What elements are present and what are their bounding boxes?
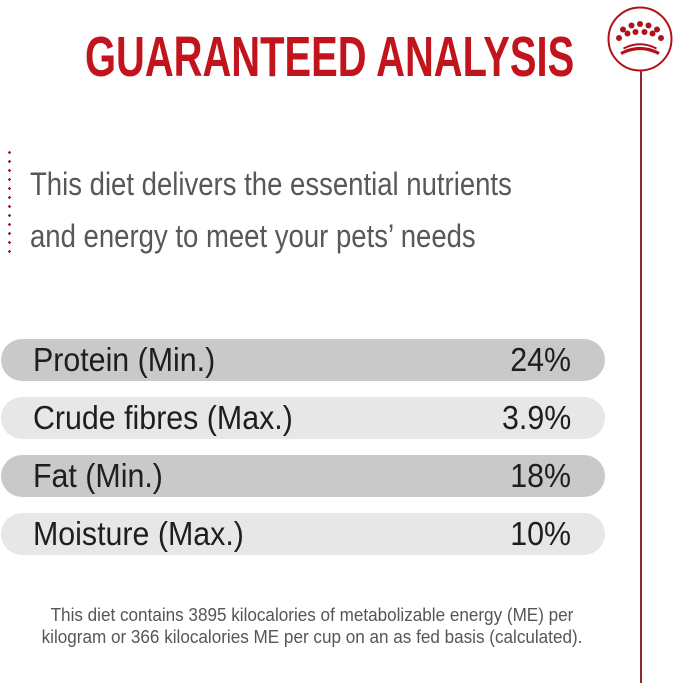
- footnote-line-1: This diet contains 3895 kilocalories of …: [50, 605, 574, 625]
- intro-text: This diet delivers the essential nutrien…: [30, 158, 512, 262]
- analysis-row-label: Crude fibres (Max.): [33, 399, 293, 436]
- page-title: GUARANTEED ANALYSIS: [85, 25, 575, 89]
- analysis-row: Moisture (Max.) 10%: [1, 513, 605, 555]
- footnote-line-2: kilogram or 366 kilocalories ME per cup …: [41, 627, 583, 647]
- analysis-table: Protein (Min.) 24% Crude fibres (Max.) 3…: [1, 339, 605, 571]
- intro-line-2: and energy to meet your pets’ needs: [30, 218, 476, 254]
- analysis-row-value: 10%: [510, 515, 571, 552]
- analysis-row: Protein (Min.) 24%: [1, 339, 605, 381]
- royal-canin-crown-icon: [607, 6, 673, 72]
- intro-line-1: This diet delivers the essential nutrien…: [30, 166, 512, 202]
- footnote: This diet contains 3895 kilocalories of …: [16, 604, 609, 648]
- brand-vertical-rule: [640, 71, 642, 683]
- analysis-row-value: 18%: [510, 457, 571, 494]
- brand-mark: [606, 5, 674, 73]
- analysis-row: Crude fibres (Max.) 3.9%: [1, 397, 605, 439]
- analysis-row-label: Moisture (Max.): [33, 515, 244, 552]
- analysis-row-label: Protein (Min.): [33, 341, 216, 378]
- dotted-divider: [8, 151, 11, 258]
- analysis-row-label: Fat (Min.): [33, 457, 163, 494]
- analysis-row: Fat (Min.) 18%: [1, 455, 605, 497]
- analysis-row-value: 24%: [510, 341, 571, 378]
- analysis-row-value: 3.9%: [501, 399, 571, 436]
